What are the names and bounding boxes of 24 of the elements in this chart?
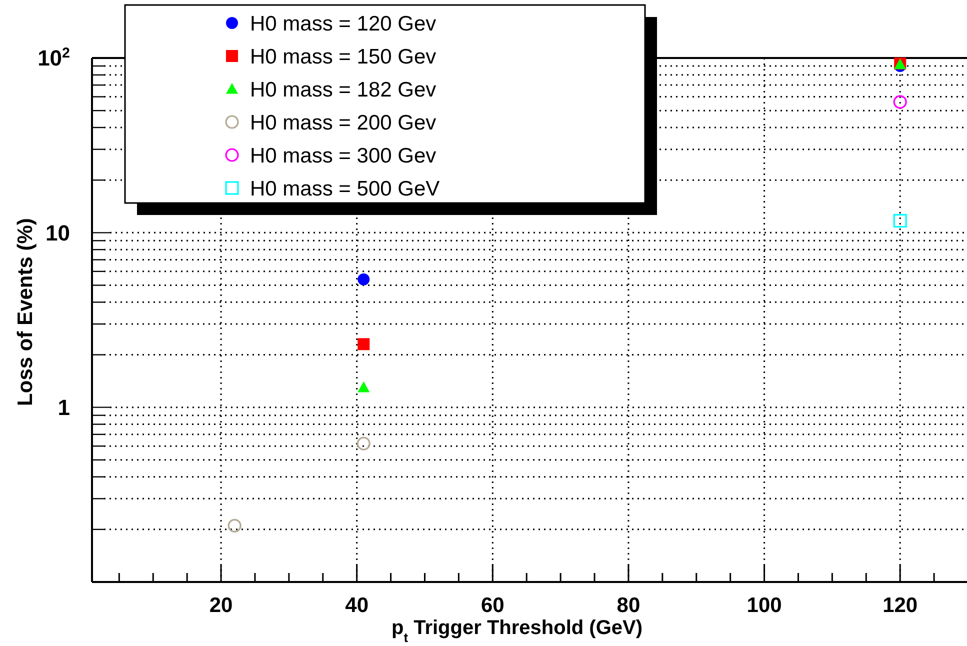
point: [893, 214, 907, 228]
point: [893, 95, 907, 109]
x-tick-label: 60: [480, 594, 504, 617]
legend-label: H0 mass = 300 Gev: [250, 144, 437, 168]
x-tick-label: 120: [882, 594, 918, 617]
point: [358, 338, 370, 350]
y-axis-title: Loss of Events (%): [14, 218, 37, 406]
legend-label: H0 mass = 182 Gev: [250, 78, 437, 102]
y-tick-label: 1: [58, 395, 70, 420]
legend-label: H0 mass = 150 Gev: [250, 45, 437, 68]
legend-label: H0 mass = 120 Gev: [250, 12, 437, 36]
point: [358, 273, 370, 286]
legend-label: H0 mass = 200 Gev: [250, 111, 437, 134]
legend-label: H0 mass = 500 GeV: [250, 177, 440, 200]
x-tick-label: 100: [746, 594, 782, 617]
point: [358, 381, 370, 392]
point: [356, 436, 370, 450]
y-tick-label: 10: [46, 220, 70, 246]
x-tick-label: 40: [345, 594, 369, 617]
x-tick-label: 20: [209, 594, 233, 617]
x-tick-label: 80: [616, 594, 640, 617]
y-tick-label: 10$^{2}$: [38, 46, 70, 71]
x-axis-title: p$_{t}$ Trigger Threshold (GeV): [391, 617, 643, 644]
point: [228, 518, 242, 533]
